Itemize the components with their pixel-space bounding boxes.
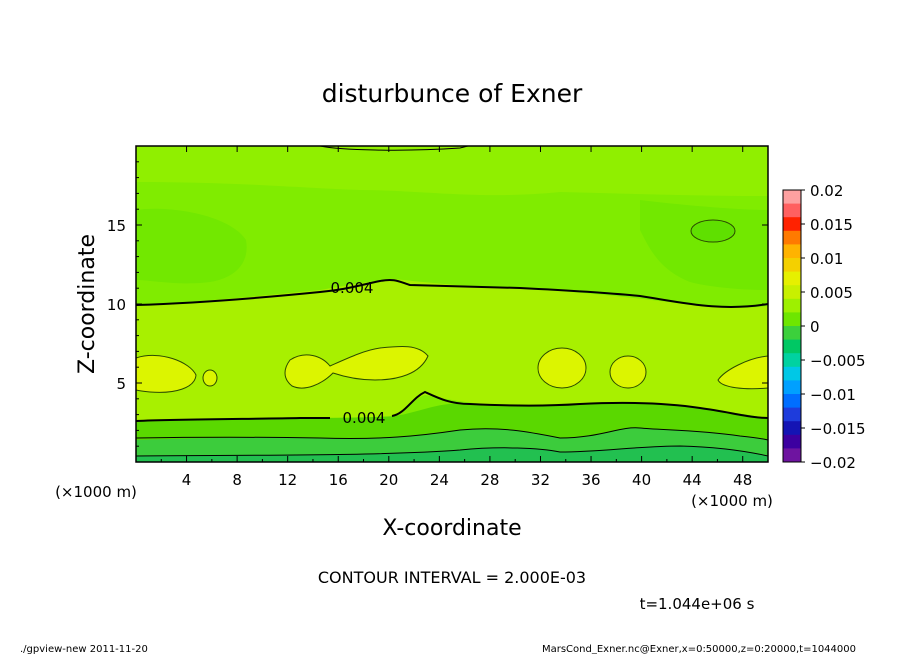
colorbar-cell [783,366,801,381]
field-blob-5 [609,355,647,389]
contour-thin-1 [135,427,769,441]
x-ticks: 4 8 12 16 20 24 28 32 36 40 44 48 [160,146,752,489]
field-blob-1 [135,354,197,393]
x-tick-label: 32 [531,471,550,489]
colorbar-cell [783,339,801,354]
colorbar-cell [783,312,801,327]
colorbar-cell [783,353,801,368]
x-tick-label: 44 [683,471,702,489]
y-tick-label: 10 [107,296,126,314]
field-region-left-dark [136,208,247,284]
field-region-right-dark [640,200,768,290]
colorbar-tick-label: −0.01 [810,386,856,404]
y-axis-label: Z-coordinate [75,234,100,374]
x-tick-label: 28 [480,471,499,489]
x-tick-label: 24 [430,471,449,489]
contour-top [319,145,469,151]
contour-lower-thick [135,390,769,422]
colorbar-cell [783,380,801,395]
colorbar-cell [783,434,801,449]
colorbar-cell [783,298,801,313]
colorbar-tick-label: 0.01 [810,250,843,268]
colorbar-tick-label: 0.015 [810,216,853,234]
colorbar-cell [783,190,801,205]
colorbar-cell [783,326,801,341]
colorbar-tick-label: −0.02 [810,454,856,472]
chart-title: disturbunce of Exner [322,79,583,108]
footer-right: MarsCond_Exner.nc@Exner,x=0:50000,z=0:20… [542,644,856,654]
colorbar-tick-label: 0 [810,318,820,336]
colorbar-cell [783,448,801,463]
colorbar-cell [783,421,801,436]
x-tick-label: 16 [329,471,348,489]
x-tick-label: 36 [581,471,600,489]
field-region-upper [136,146,768,196]
x-tick-label: 20 [379,471,398,489]
x-tick-label: 12 [278,471,297,489]
colorbar: 0.02 0.015 0.01 0.005 0 −0.005 −0.01 −0.015 −0.0… [782,182,866,472]
y-tick-label: 5 [116,375,126,393]
footer-left: ./gpview-new 2011-11-20 [20,644,148,654]
contour-thin-2 [135,445,769,457]
contour-upper-thick [135,278,769,308]
colorbar-cell [783,271,801,286]
colorbar-tick-label: −0.015 [810,420,866,438]
colorbar-cell [783,258,801,273]
colorbar-cell [783,285,801,300]
y-unit-label: (×1000 m) [55,483,137,501]
field-blob-6 [717,355,769,390]
colorbar-cell [783,217,801,232]
field-blob-7 [690,219,736,243]
y-ticks: 5 10 15 [107,161,768,447]
field-blob-4 [537,347,587,389]
colorbar-tick-label: 0.005 [810,284,853,302]
field-blob-3 [284,345,429,389]
x-tick-label: 8 [232,471,242,489]
x-tick-label: 48 [733,471,752,489]
contour-label-upper: 0.004 [331,279,374,297]
colorbar-cell [783,203,801,218]
contour-interval-label: CONTOUR INTERVAL = 2.000E-03 [318,568,586,587]
x-unit-label: (×1000 m) [691,492,773,510]
x-tick-label: 4 [182,471,192,489]
y-tick-label: 15 [107,217,126,235]
contour-label-lower: 0.004 [343,409,386,427]
field-blob-2 [202,369,218,387]
colorbar-ticks: 0.02 0.015 0.01 0.005 0 −0.005 −0.01 −0.015 −0.0… [801,182,866,472]
colorbar-cell [783,394,801,409]
colorbar-cell [783,244,801,259]
x-tick-label: 40 [632,471,651,489]
colorbar-tick-label: 0.02 [810,182,843,200]
colorbar-cells [783,190,801,463]
colorbar-cell [783,230,801,245]
time-label: t=1.044e+06 s [640,595,755,613]
colorbar-tick-label: −0.005 [810,352,866,370]
colorbar-cell [783,407,801,422]
x-axis-label: X-coordinate [382,516,521,541]
